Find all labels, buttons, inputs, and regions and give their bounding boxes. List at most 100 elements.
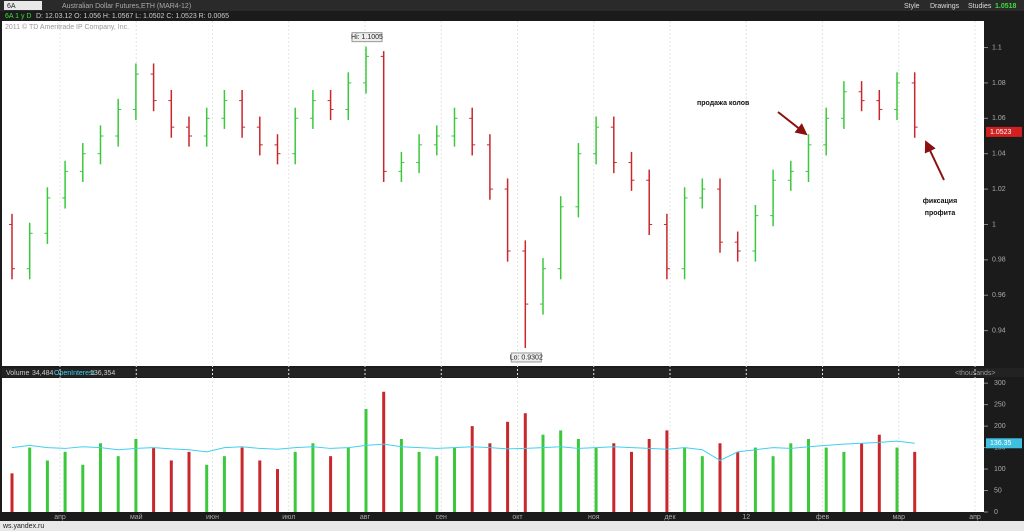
month-label: авг [360, 514, 371, 521]
volume-bar [169, 460, 173, 512]
oi-value: 136,354 [90, 370, 115, 377]
volume-bar [187, 451, 191, 512]
volume-bar [895, 447, 899, 512]
volume-bar [506, 421, 510, 512]
volume-panel [2, 378, 984, 512]
volume-bar [470, 426, 474, 512]
y-tick-label: 0.98 [992, 257, 1006, 264]
volume-bar [10, 473, 14, 512]
volume-bar [45, 460, 49, 512]
symbol: 6A [7, 3, 16, 10]
volume-bar [364, 408, 368, 512]
price-tag [986, 126, 1022, 137]
volume-bar [276, 469, 279, 512]
month-label: ноя [588, 514, 600, 521]
instrument-title: Australian Dollar Futures,ETH (MAR4-12) [62, 3, 191, 10]
volume-bar [647, 438, 651, 512]
copyright: 2011 © TD Ameritrade IP Company, Inc. [5, 23, 129, 31]
button[interactable]: Style [904, 3, 920, 10]
volume-bar [559, 430, 563, 512]
volume-bar [346, 447, 350, 512]
lo-box [510, 352, 542, 363]
volume-bar [258, 460, 262, 512]
volume-bar [99, 443, 102, 512]
y-tick-label: 300 [994, 380, 1006, 387]
volume-bar [311, 443, 315, 512]
arrow [924, 140, 945, 181]
volume-bar [665, 430, 669, 512]
toolbar [0, 0, 1024, 11]
status-bar [0, 521, 1024, 531]
price-panel [2, 21, 984, 366]
volume-value: 34,484 [32, 370, 54, 377]
annotation: продажа колов [697, 100, 750, 107]
volume-bar [329, 456, 333, 512]
volume-bar [913, 451, 917, 512]
y-tick-label: 1.1 [992, 44, 1002, 51]
ohlc: D: 12.03.12 O: 1.056 H: 1.0567 L: 1.0502… [36, 13, 229, 20]
volume-bar [612, 443, 616, 512]
volume-bar [222, 456, 226, 512]
month-label: июн [206, 514, 219, 521]
hi-label: Hi: 1.1005 [351, 34, 383, 41]
y-tick-label: 0 [994, 509, 998, 516]
volume-bar [541, 434, 545, 512]
volume-bar [753, 447, 757, 512]
volume-bar [842, 451, 846, 512]
volume-bar [435, 456, 439, 512]
month-label: 12 [742, 514, 750, 521]
y-tick-label: 1 [992, 221, 996, 228]
month-label: июл [282, 514, 295, 521]
month-label: сен [436, 514, 447, 521]
volume-bar [630, 451, 633, 512]
button[interactable]: Drawings [930, 3, 960, 10]
y-tick-label: 50 [994, 487, 1002, 494]
volume-bar [205, 464, 209, 512]
hi-box [351, 32, 383, 43]
y-tick-label: 100 [994, 466, 1006, 473]
volume-bar [28, 447, 32, 512]
oi-label: OpenInterest [54, 370, 95, 377]
y-tick-label: 1.04 [992, 151, 1006, 158]
volume-bar [807, 438, 810, 512]
y-tick-label: 1.06 [992, 115, 1006, 122]
oi-tag [986, 438, 1022, 449]
volume-header [2, 368, 1024, 377]
volume-bar [81, 464, 85, 512]
volume-bar [718, 443, 722, 512]
symbol-box[interactable] [4, 1, 42, 10]
month-label: фев [816, 514, 830, 521]
volume-bar [63, 451, 67, 512]
volume-bar [116, 456, 120, 512]
volume-bar [736, 451, 740, 512]
volume-bar [134, 438, 138, 512]
volume-bar [382, 391, 386, 512]
volume-bar [453, 447, 456, 512]
volume-bar [523, 413, 527, 512]
volume-bar [824, 447, 828, 512]
volume-bar [860, 443, 864, 512]
y-tick-label: 0.94 [992, 327, 1006, 334]
volume-bar [700, 456, 704, 512]
volume-bar [399, 438, 403, 512]
volume-bar [594, 447, 598, 512]
volume-bar [240, 447, 244, 512]
volume-bar [488, 443, 492, 512]
volume-bar [293, 451, 297, 512]
month-label: окт [512, 514, 523, 521]
annotation: профита [925, 210, 956, 217]
volume-bar [683, 447, 687, 512]
button[interactable]: Studies [968, 3, 992, 10]
annotation: фиксация [923, 198, 957, 205]
y-tick-label: 250 [994, 401, 1006, 408]
volume-bar [771, 456, 775, 512]
oi-tag-label: 136.35 [990, 440, 1012, 447]
month-label: апр [54, 514, 66, 521]
y-tick-label: 1.02 [992, 186, 1006, 193]
volume-bar [417, 451, 421, 512]
period: 6A 1 y D [5, 13, 31, 20]
y-tick-label: 1.08 [992, 80, 1006, 87]
month-label: дек [664, 514, 676, 521]
volume-bar [877, 434, 881, 512]
